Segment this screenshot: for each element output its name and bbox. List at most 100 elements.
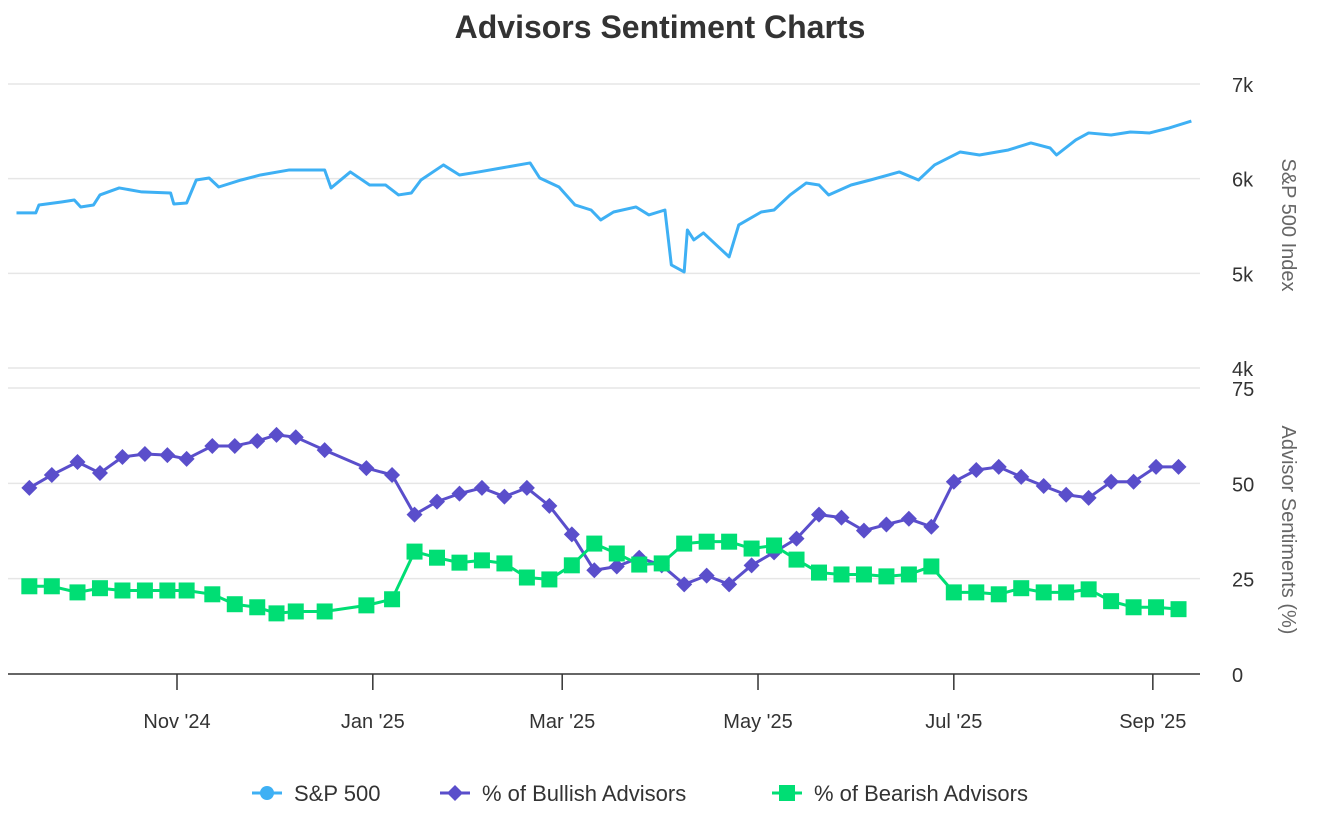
y-tick-label: 5k <box>1232 264 1254 286</box>
y-tick-label: 6k <box>1232 170 1254 192</box>
bullish-point <box>21 479 38 496</box>
bullish-point <box>900 510 917 527</box>
bearish-point <box>788 551 805 568</box>
bearish-point <box>518 569 535 586</box>
bearish-point <box>69 584 86 601</box>
bullish-point <box>287 429 304 446</box>
bullish-point <box>1125 473 1142 490</box>
legend: S&P 500 % of Bullish Advisors % of Bearish… <box>252 781 1028 806</box>
bearish-point <box>1148 599 1165 616</box>
bullish-point <box>878 516 895 533</box>
bullish-point <box>429 493 446 510</box>
bearish-point <box>178 582 195 599</box>
bullish-point <box>608 558 625 575</box>
bearish-point <box>563 557 580 574</box>
bullish-point <box>743 557 760 574</box>
bearish-point <box>21 578 38 595</box>
y-tick-label: 4k <box>1232 359 1254 381</box>
bullish-point <box>990 458 1007 475</box>
bearish-point <box>136 582 153 599</box>
bullish-point <box>1080 489 1097 506</box>
bullish-point <box>358 460 375 477</box>
y-tick-label: 50 <box>1232 474 1254 496</box>
x-tick-label: May '25 <box>723 711 792 733</box>
bullish-point <box>923 518 940 535</box>
bullish-point <box>91 465 108 482</box>
bearish-point <box>406 543 423 560</box>
bearish-point <box>249 599 266 616</box>
sp500-line <box>16 119 1192 274</box>
bullish-point <box>204 437 221 454</box>
bearish-point <box>1125 599 1142 616</box>
bullish-point <box>384 466 401 483</box>
bullish-point <box>406 506 423 523</box>
bearish-point <box>1035 584 1052 601</box>
bearish-point <box>204 586 221 603</box>
legend-marker <box>447 785 463 801</box>
bearish-point <box>653 555 670 572</box>
bullish-point <box>945 473 962 490</box>
bearish-point <box>923 558 940 575</box>
bullish-point <box>1035 478 1052 495</box>
bullish-point <box>833 509 850 526</box>
bullish-point <box>698 567 715 584</box>
bullish-point <box>563 526 580 543</box>
bullish-point <box>721 576 738 593</box>
bearish-point <box>114 582 131 599</box>
x-tick-label: Mar '25 <box>529 711 595 733</box>
bearish-line <box>29 540 1179 615</box>
bearish-point <box>1013 580 1030 597</box>
y-tick-label: 75 <box>1232 379 1254 401</box>
bearish-point <box>608 545 625 562</box>
bearish-point <box>833 566 850 583</box>
bearish-point <box>811 564 827 581</box>
bullish-point <box>1148 458 1165 475</box>
bearish-point <box>900 566 917 583</box>
x-tick-label: Jan '25 <box>341 711 405 733</box>
bullish-point <box>788 530 805 547</box>
bearish-point <box>159 582 176 599</box>
bearish-point <box>968 584 985 601</box>
bearish-point <box>316 603 333 620</box>
bullish-point <box>473 479 490 496</box>
legend-label: % of Bearish Advisors <box>814 781 1028 806</box>
bullish-point <box>541 497 558 514</box>
y-tick-label: 7k <box>1232 75 1254 97</box>
bullish-point <box>811 506 827 523</box>
bullish-point <box>43 466 60 483</box>
bullish-line <box>28 433 1179 586</box>
y-tick-label: 25 <box>1232 570 1254 592</box>
bullish-point <box>855 522 872 539</box>
x-tick-label: Sep '25 <box>1119 711 1186 733</box>
bearish-point <box>743 540 760 557</box>
bearish-point <box>268 605 285 622</box>
bullish-point <box>114 449 131 466</box>
bullish-point <box>226 437 243 454</box>
bearish-point <box>1080 581 1097 598</box>
bearish-point <box>496 555 513 572</box>
bearish-point <box>287 603 304 620</box>
bearish-point <box>1170 601 1187 618</box>
bullish-point <box>1103 473 1120 490</box>
bearish-point <box>226 596 243 613</box>
legend-label: % of Bullish Advisors <box>482 781 686 806</box>
bearish-point <box>990 586 1007 603</box>
bearish-point <box>1103 593 1120 610</box>
bullish-point <box>159 447 176 464</box>
legend-item: S&P 500 <box>252 781 380 806</box>
bullish-point <box>178 450 195 467</box>
bullish-point <box>968 461 985 478</box>
legend-item: % of Bearish Advisors <box>772 781 1028 806</box>
bearish-point <box>358 597 375 614</box>
bearish-point <box>541 571 558 588</box>
bearish-point <box>878 568 895 585</box>
bearish-point <box>586 535 603 552</box>
y-axis-title-sp500: S&P 500 Index <box>1277 158 1299 291</box>
y-tick-label: 0 <box>1232 665 1243 687</box>
bullish-point <box>316 442 333 459</box>
bullish-point <box>676 576 693 593</box>
bearish-point <box>451 554 468 571</box>
bullish-point <box>1170 458 1187 475</box>
bearish-point <box>473 552 490 569</box>
